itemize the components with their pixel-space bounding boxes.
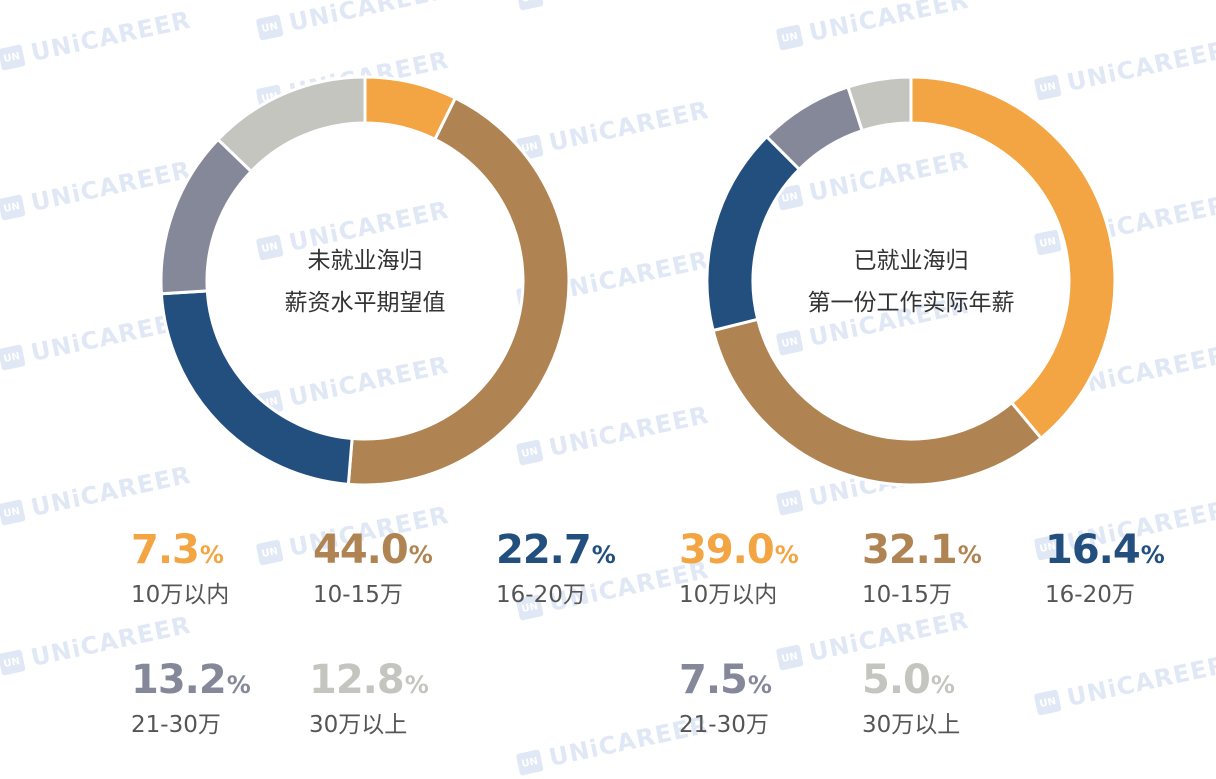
donut-slice-1 xyxy=(346,96,571,487)
watermark-icon: UN xyxy=(775,24,804,51)
chart-title-expected-salary: 未就业海归 薪资水平期望值 xyxy=(215,240,515,324)
legend-item-actual-4: 5.0% 30万以上 xyxy=(862,656,960,741)
legend-value: 12.8% xyxy=(309,657,429,703)
watermark-icon: UN xyxy=(0,44,26,71)
watermark-text: UNiCAREER xyxy=(1064,650,1216,713)
watermark-icon: UN xyxy=(0,499,26,526)
legend-value: 32.1% xyxy=(862,527,982,573)
legend-item-expected-3: 13.2% 21-30万 xyxy=(131,656,251,741)
watermark-icon: UN xyxy=(255,14,284,41)
legend-item-actual-0: 39.0% 10万以内 xyxy=(679,526,799,611)
legend-label: 30万以上 xyxy=(309,712,408,738)
legend-value: 7.3% xyxy=(131,527,224,573)
legend-value: 13.2% xyxy=(131,657,251,703)
chart-title-line-1: 已就业海归 xyxy=(853,248,969,274)
donut-slice-4 xyxy=(215,75,367,174)
legend-label: 21-30万 xyxy=(131,712,221,738)
donut-slice-4 xyxy=(846,75,913,133)
donut-chart-expected-salary xyxy=(159,75,571,487)
legend-value: 44.0% xyxy=(313,527,433,573)
chart-title-actual-salary: 已就业海归 第一份工作实际年薪 xyxy=(761,240,1061,324)
legend-value: 7.5% xyxy=(679,657,772,703)
donut-slice-0 xyxy=(909,75,1117,441)
watermark-text: UNiCAREER xyxy=(546,0,711,7)
watermark-text: UNiCAREER xyxy=(28,5,194,68)
legend-item-expected-4: 12.8% 30万以上 xyxy=(309,656,429,741)
legend-label: 16-20万 xyxy=(496,582,586,608)
legend-label: 10-15万 xyxy=(862,582,952,608)
legend-label: 30万以上 xyxy=(862,712,961,738)
watermark-icon: UN xyxy=(515,0,544,11)
legend-value: 22.7% xyxy=(496,527,616,573)
watermark-icon: UN xyxy=(0,194,26,221)
legend-label: 10万以内 xyxy=(131,582,230,608)
legend-item-expected-2: 22.7% 16-20万 xyxy=(496,526,616,611)
watermark-icon: UN xyxy=(515,749,544,776)
legend-item-actual-1: 32.1% 10-15万 xyxy=(862,526,982,611)
legend-item-expected-0: 7.3% 10万以内 xyxy=(131,526,229,611)
legend-item-actual-3: 7.5% 21-30万 xyxy=(679,656,772,741)
chart-title-line-2: 第一份工作实际年薪 xyxy=(807,290,1015,316)
chart-title-line-1: 未就业海归 xyxy=(307,248,423,274)
legend-label: 10-15万 xyxy=(313,582,403,608)
legend-item-expected-1: 44.0% 10-15万 xyxy=(313,526,433,611)
donut-slice-1 xyxy=(711,317,1044,487)
watermark-icon: UN xyxy=(0,649,26,676)
watermark-text: UNiCAREER xyxy=(806,0,972,48)
legend-label: 16-20万 xyxy=(1045,582,1135,608)
watermark-icon: UN xyxy=(1033,689,1062,716)
watermark-text: UNiCAREER xyxy=(286,0,452,38)
watermark-icon: UN xyxy=(775,644,804,671)
legend-label: 10万以内 xyxy=(679,582,778,608)
legend-label: 21-30万 xyxy=(679,712,769,738)
legend-value: 39.0% xyxy=(679,527,799,573)
legend-value: 16.4% xyxy=(1045,527,1165,573)
watermark-icon: UN xyxy=(255,539,284,566)
legend-item-actual-2: 16.4% 16-20万 xyxy=(1045,526,1165,611)
legend-value: 5.0% xyxy=(862,657,955,703)
watermark-icon: UN xyxy=(0,344,26,371)
chart-title-line-2: 薪资水平期望值 xyxy=(284,290,446,316)
